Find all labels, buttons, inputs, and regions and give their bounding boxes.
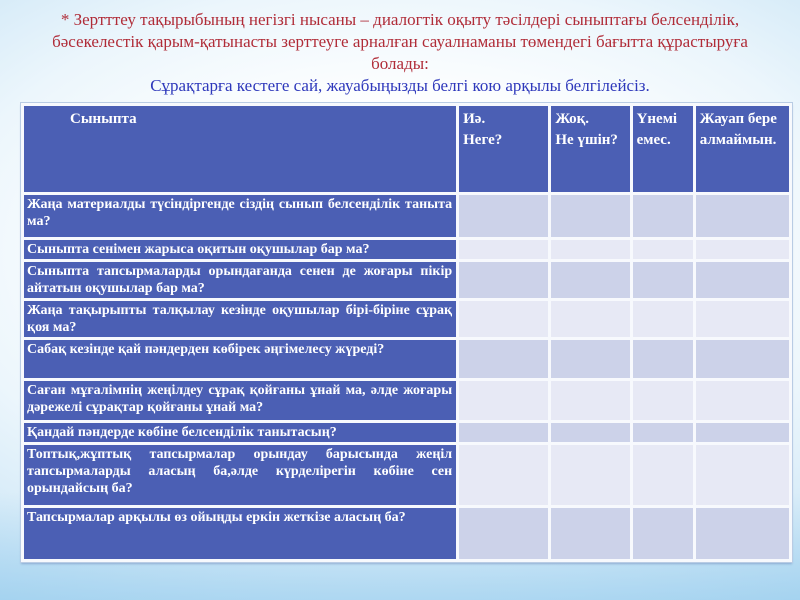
answer-cell [551, 262, 630, 298]
question-cell: Сыныпта сенімен жарыса оқитын оқушылар б… [24, 240, 457, 259]
answer-cell [459, 508, 549, 559]
question-cell: Жаңа материалды түсіндіргенде сіздің сын… [24, 195, 457, 237]
column-header-yes-why: Иә. Неге? [459, 106, 549, 192]
answer-cell [632, 423, 693, 442]
answer-cell [632, 381, 693, 420]
answer-cell [632, 445, 693, 505]
answer-cell [551, 240, 630, 259]
question-cell: Топтық,жұптық тапсырмалар орындау барысы… [24, 445, 457, 505]
table-row: Топтық,жұптық тапсырмалар орындау барысы… [24, 445, 789, 505]
answer-cell [459, 262, 549, 298]
header-row: Сыныпта Иә. Неге? Жоқ. Не үшін? Үнемі ем… [24, 106, 789, 192]
answer-cell [632, 240, 693, 259]
table-row: Жаңа тақырыпты талқылау кезінде оқушылар… [24, 301, 789, 337]
answer-cell [695, 240, 789, 259]
column-header-cannot-answer: Жауап бере алмаймын. [695, 106, 789, 192]
table-row: Сабақ кезінде қай пәндерден көбірек әңгі… [24, 340, 789, 378]
answer-cell [459, 240, 549, 259]
answer-cell [695, 340, 789, 378]
survey-table: Сыныпта Иә. Неге? Жоқ. Не үшін? Үнемі ем… [21, 103, 792, 562]
table-row: Тапсырмалар арқылы өз ойыңды еркін жеткі… [24, 508, 789, 559]
title-block: * Зертттеу тақырыбының негізгі нысаны – … [0, 0, 800, 97]
table-row: Қандай пәндерде көбіне белсенділік таныт… [24, 423, 789, 442]
table-row: Сыныпта сенімен жарыса оқитын оқушылар б… [24, 240, 789, 259]
table-row: Сыныпта тапсырмаларды орындағанда сенен … [24, 262, 789, 298]
answer-cell [695, 301, 789, 337]
title-line-1: * Зертттеу тақырыбының негізгі нысаны – … [60, 10, 740, 29]
question-cell: Қандай пәндерде көбіне белсенділік таныт… [24, 423, 457, 442]
answer-cell [695, 381, 789, 420]
answer-cell [459, 381, 549, 420]
answer-cell [695, 262, 789, 298]
answer-cell [695, 508, 789, 559]
table-row: Саған мұғалімнің жеңілдеу сұрақ қойғаны … [24, 381, 789, 420]
answer-cell [632, 340, 693, 378]
title-line-2: бәсекелестік қарым-қатынасты зерттеуге а… [52, 32, 748, 51]
question-cell: Саған мұғалімнің жеңілдеу сұрақ қойғаны … [24, 381, 457, 420]
question-cell: Сыныпта тапсырмаларды орындағанда сенен … [24, 262, 457, 298]
column-header-topic: Сыныпта [24, 106, 457, 192]
question-cell: Жаңа тақырыпты талқылау кезінде оқушылар… [24, 301, 457, 337]
answer-cell [695, 445, 789, 505]
answer-cell [551, 381, 630, 420]
answer-cell [695, 423, 789, 442]
answer-cell [459, 301, 549, 337]
answer-cell [551, 301, 630, 337]
answer-cell [459, 445, 549, 505]
answer-cell [459, 195, 549, 237]
column-header-not-always: Үнемі емес. [632, 106, 693, 192]
answer-cell [632, 195, 693, 237]
answer-cell [632, 508, 693, 559]
subtitle: Сұрақтарға кестеге сай, жауабыңызды белг… [150, 76, 650, 95]
answer-cell [632, 262, 693, 298]
survey-table-container: Сыныпта Иә. Неге? Жоқ. Не үшін? Үнемі ем… [21, 103, 792, 562]
answer-cell [459, 340, 549, 378]
table-row: Жаңа материалды түсіндіргенде сіздің сын… [24, 195, 789, 237]
answer-cell [551, 340, 630, 378]
answer-cell [695, 195, 789, 237]
question-cell: Тапсырмалар арқылы өз ойыңды еркін жеткі… [24, 508, 457, 559]
answer-cell [551, 195, 630, 237]
column-header-no-what-for: Жоқ. Не үшін? [551, 106, 630, 192]
answer-cell [632, 301, 693, 337]
answer-cell [459, 423, 549, 442]
question-cell: Сабақ кезінде қай пәндерден көбірек әңгі… [24, 340, 457, 378]
answer-cell [551, 508, 630, 559]
answer-cell [551, 445, 630, 505]
title-line-3: болады: [371, 54, 429, 73]
answer-cell [551, 423, 630, 442]
